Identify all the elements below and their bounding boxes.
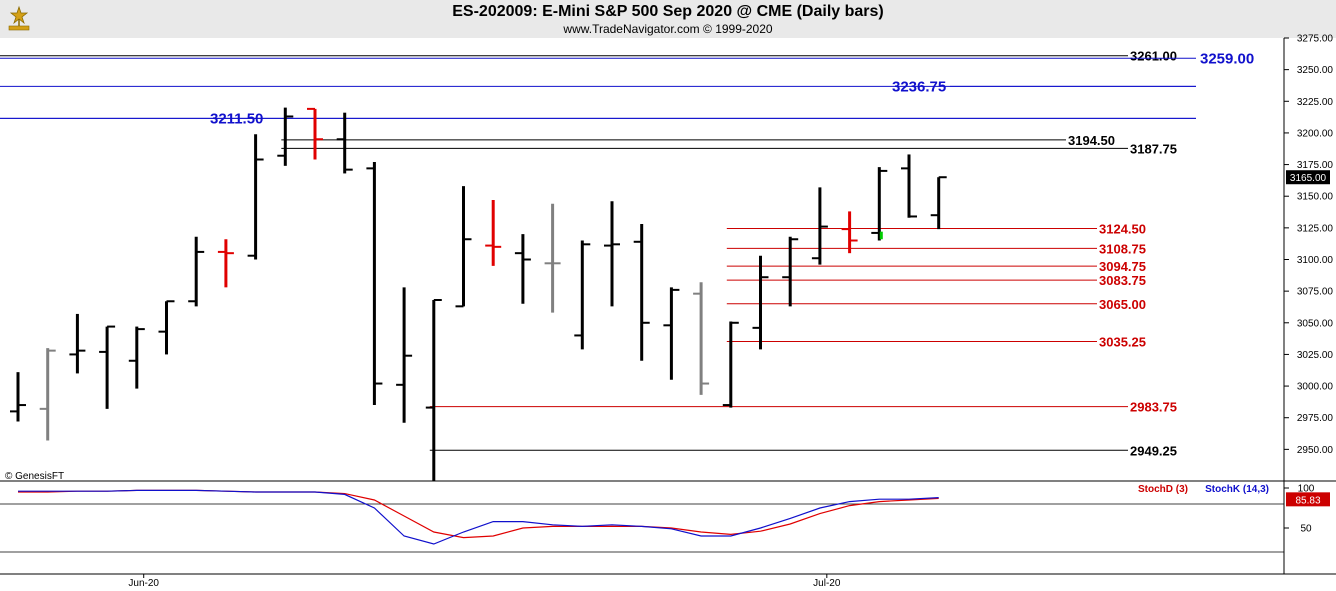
x-tick-label: Jun-20 — [128, 578, 159, 589]
y-tick-label: 3025.00 — [1297, 350, 1334, 361]
y-tick-label: 3100.00 — [1297, 255, 1334, 266]
x-tick-label: Jul-20 — [813, 578, 841, 589]
trade-navigator-logo-icon — [8, 5, 30, 31]
price-level-label: 3259.00 — [1200, 50, 1254, 67]
price-level-label: 3194.50 — [1068, 133, 1115, 148]
price-level-label: 3035.25 — [1099, 334, 1146, 349]
legend-stochd: StochD (3) — [1138, 484, 1188, 495]
chart-subtitle: www.TradeNavigator.com © 1999-2020 — [563, 22, 773, 36]
y-tick-label: 3125.00 — [1297, 223, 1334, 234]
y-tick-label: 3250.00 — [1297, 65, 1334, 76]
price-level-label: 3094.75 — [1099, 259, 1146, 274]
stochastic-panel: 100 50 85.83 StochD (3) StochK (14,3) — [0, 484, 1330, 553]
y-tick-label: 3200.00 — [1297, 128, 1334, 139]
y-tick-label: 3225.00 — [1297, 97, 1334, 108]
chart-header: ES-202009: E-Mini S&P 500 Sep 2020 @ CME… — [0, 0, 1336, 38]
stoch-last-label: 85.83 — [1295, 495, 1320, 506]
date-axis: Jun-20 Jul-20 — [128, 574, 841, 589]
y-tick-label: 3000.00 — [1297, 382, 1334, 393]
last-price-flag — [1286, 170, 1330, 185]
price-level-label: 3261.00 — [1130, 49, 1177, 64]
last-price-label: 3165.00 — [1290, 173, 1327, 184]
price-level-label: 2949.25 — [1130, 443, 1177, 458]
price-level-label: 3124.50 — [1099, 221, 1146, 236]
legend-stochk: StochK (14,3) — [1205, 484, 1269, 495]
y-tick-label: 3150.00 — [1297, 192, 1334, 203]
y-tick-label: 3275.00 — [1297, 34, 1334, 45]
y-tick-label: 2975.00 — [1297, 413, 1334, 424]
price-levels: 3261.00 3259.00 3236.75 3211.50 3194.50 3187.… — [0, 49, 1254, 458]
price-level-label: 3065.00 — [1099, 297, 1146, 312]
price-level-label: 3211.50 — [210, 110, 263, 127]
price-level-label: 3187.75 — [1130, 141, 1177, 156]
genesis-watermark: © GenesisFT — [5, 471, 64, 482]
y-tick-label: 2950.00 — [1297, 445, 1334, 456]
price-level-label: 2983.75 — [1130, 400, 1177, 415]
stoch-last-flag — [1286, 492, 1330, 507]
chart-title: ES-202009: E-Mini S&P 500 Sep 2020 @ CME… — [452, 3, 884, 20]
price-level-label: 3083.75 — [1099, 273, 1146, 288]
y-tick-label: 3050.00 — [1297, 318, 1334, 329]
ohlc-bars — [10, 107, 947, 481]
stoch-series-line — [18, 489, 939, 545]
stoch-tick-label: 100 — [1298, 484, 1315, 495]
price-level-label: 3108.75 — [1099, 241, 1146, 256]
y-tick-label: 3075.00 — [1297, 287, 1334, 298]
price-level-label: 3236.75 — [892, 78, 946, 95]
stoch-tick-label: 50 — [1300, 524, 1312, 535]
price-axis: 3275.00 3250.00 3225.00 3200.00 3175.00 3150.… — [1284, 34, 1333, 456]
y-tick-label: 3175.00 — [1297, 160, 1334, 171]
